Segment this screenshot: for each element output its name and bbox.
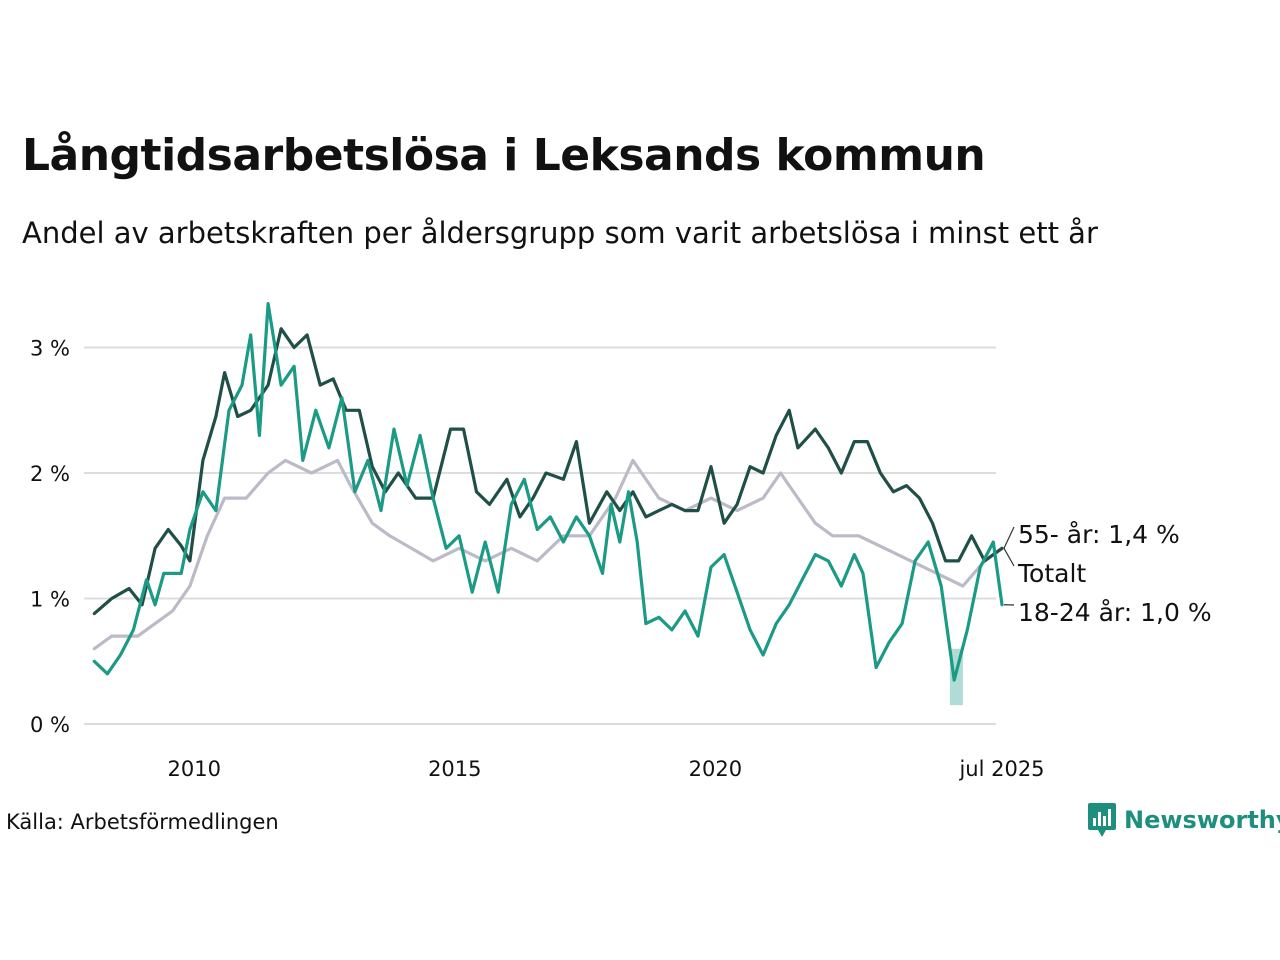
series-lines — [92, 302, 1004, 682]
newsworthy-logo-icon — [1088, 803, 1116, 837]
end-label-youth: 18-24 år: 1,0 % — [1018, 598, 1212, 627]
end-label-total: Totalt — [1017, 559, 1086, 588]
leader-line-total — [1003, 548, 1015, 567]
x-axis-ticks: 2010 2015 2020 jul 2025 — [168, 757, 1045, 781]
chart-subtitle: Andel av arbetskraften per åldersgrupp s… — [22, 216, 1098, 250]
x-tick-label: 2020 — [689, 757, 742, 781]
leader-line-older — [1003, 526, 1015, 549]
y-tick-label: 0 % — [30, 713, 70, 737]
newsworthy-logo: Newsworthy — [1088, 803, 1280, 837]
series-end-labels: 55- år: 1,4 % Totalt 18-24 år: 1,0 % — [1003, 520, 1212, 627]
series-line-total — [92, 327, 1004, 616]
end-label-older: 55- år: 1,4 % — [1018, 520, 1180, 549]
y-axis-ticks: 0 % 1 % 2 % 3 % — [30, 337, 70, 738]
newsworthy-logo-text: Newsworthy — [1124, 806, 1280, 834]
series-line-youth — [92, 302, 1004, 682]
series-line-older — [92, 458, 1004, 651]
chart-title: Långtidsarbetslösa i Leksands kommun — [22, 130, 986, 181]
x-tick-label: 2015 — [428, 757, 481, 781]
source-note: Källa: Arbetsförmedlingen — [6, 810, 279, 834]
y-tick-label: 3 % — [30, 337, 70, 361]
y-tick-label: 2 % — [30, 462, 70, 486]
grid-lines — [84, 346, 996, 725]
y-tick-label: 1 % — [30, 588, 70, 612]
x-tick-label: 2010 — [168, 757, 221, 781]
x-tick-label: jul 2025 — [958, 757, 1044, 781]
